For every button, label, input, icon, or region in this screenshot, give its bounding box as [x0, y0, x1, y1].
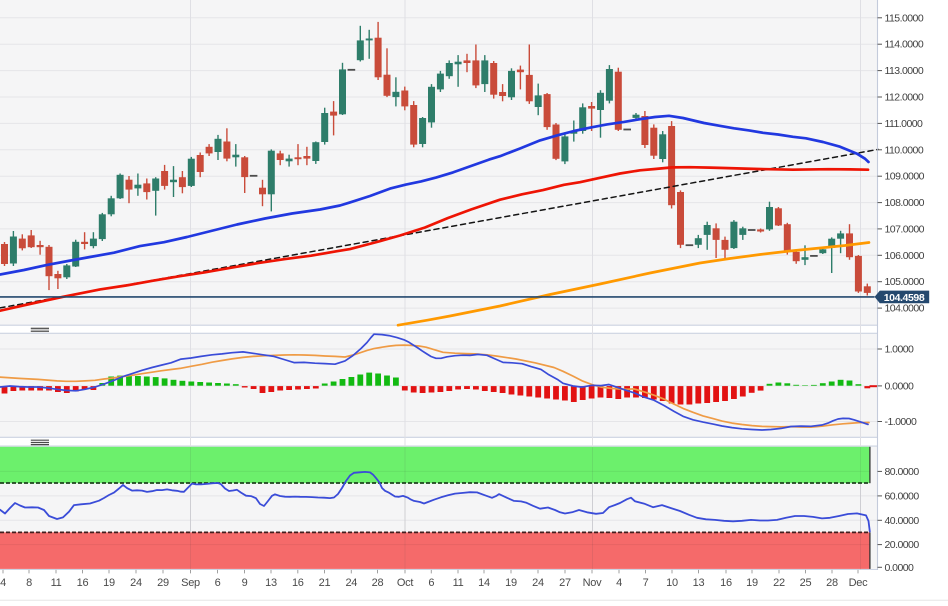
svg-text:16: 16 [292, 577, 304, 589]
svg-text:7: 7 [643, 577, 649, 589]
svg-text:106.0000: 106.0000 [885, 250, 925, 262]
svg-text:109.0000: 109.0000 [885, 171, 925, 183]
svg-text:28: 28 [372, 577, 384, 589]
svg-text:114.0000: 114.0000 [885, 39, 924, 51]
svg-text:19: 19 [103, 577, 115, 589]
svg-text:1.0000: 1.0000 [885, 344, 915, 356]
svg-text:113.0000: 113.0000 [885, 65, 924, 77]
svg-text:19: 19 [746, 577, 758, 589]
svg-text:-1.0000: -1.0000 [885, 416, 917, 428]
svg-text:4: 4 [616, 577, 622, 589]
svg-text:6: 6 [215, 577, 221, 589]
svg-text:24: 24 [532, 577, 544, 589]
svg-text:13: 13 [265, 577, 277, 589]
svg-text:20.0000: 20.0000 [885, 539, 920, 551]
svg-text:Oct: Oct [397, 577, 413, 589]
svg-text:10: 10 [666, 577, 678, 589]
svg-text:29: 29 [157, 577, 169, 589]
svg-text:110.0000: 110.0000 [885, 144, 924, 156]
svg-text:107.0000: 107.0000 [885, 223, 925, 235]
svg-text:8: 8 [26, 577, 32, 589]
svg-text:115.0000: 115.0000 [885, 12, 924, 24]
svg-text:24: 24 [130, 577, 142, 589]
svg-text:13: 13 [693, 577, 705, 589]
svg-text:112.0000: 112.0000 [885, 92, 924, 104]
svg-text:14: 14 [478, 577, 490, 589]
svg-text:60.0000: 60.0000 [885, 490, 920, 502]
svg-text:0.0000: 0.0000 [885, 562, 915, 574]
svg-text:16: 16 [720, 577, 732, 589]
svg-text:4: 4 [0, 577, 6, 589]
svg-text:9: 9 [242, 577, 248, 589]
svg-text:6: 6 [428, 577, 434, 589]
svg-text:105.0000: 105.0000 [885, 276, 925, 288]
svg-text:108.0000: 108.0000 [885, 197, 925, 209]
svg-text:104.0000: 104.0000 [885, 303, 925, 315]
svg-text:19: 19 [505, 577, 517, 589]
svg-text:11: 11 [453, 577, 464, 589]
svg-text:104.4598: 104.4598 [884, 292, 925, 304]
svg-text:Dec: Dec [849, 577, 868, 589]
svg-text:0.0000: 0.0000 [885, 380, 915, 392]
svg-text:28: 28 [826, 577, 838, 589]
svg-text:40.0000: 40.0000 [885, 515, 920, 527]
svg-text:Sep: Sep [181, 577, 200, 589]
svg-text:25: 25 [800, 577, 812, 589]
svg-text:27: 27 [559, 577, 571, 589]
svg-text:24: 24 [345, 577, 357, 589]
svg-text:111.0000: 111.0000 [885, 118, 924, 130]
svg-text:Nov: Nov [583, 577, 602, 589]
svg-text:16: 16 [77, 577, 89, 589]
svg-text:21: 21 [319, 577, 331, 589]
svg-text:11: 11 [51, 577, 62, 589]
svg-text:80.0000: 80.0000 [885, 466, 920, 478]
svg-text:22: 22 [773, 577, 785, 589]
